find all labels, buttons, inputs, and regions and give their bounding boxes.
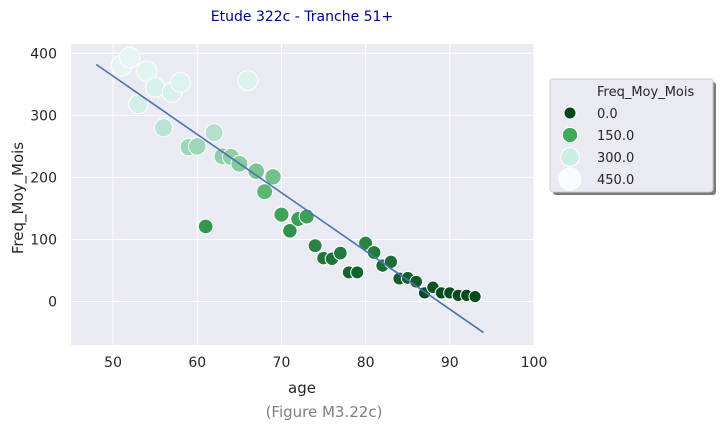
legend-box: [549, 78, 714, 193]
figure-caption: (Figure M3.22c): [266, 403, 383, 421]
data-point: [136, 60, 158, 82]
legend-entry-label: 150.0: [597, 129, 634, 144]
x-tick-label: 70: [273, 355, 291, 371]
y-tick-label: 100: [30, 232, 57, 248]
data-point: [237, 70, 259, 92]
legend-entry-label: 300.0: [597, 151, 634, 166]
data-point: [119, 46, 141, 69]
legend-title: Freq_Moy_Mois: [597, 85, 694, 100]
data-point: [298, 208, 315, 225]
data-point: [256, 183, 274, 201]
data-point: [264, 168, 282, 186]
y-axis-label: Freq_Moy_Mois: [9, 142, 28, 254]
data-point: [273, 206, 290, 223]
x-tick-label: 50: [104, 355, 122, 371]
legend: Freq_Moy_Mois 0.0 150.0 300.0 450.0: [549, 78, 716, 195]
data-point: [350, 265, 365, 280]
x-axis-label: age: [288, 379, 316, 397]
y-tick-label: 300: [30, 108, 57, 124]
legend-marker: [561, 126, 579, 144]
data-point: [333, 245, 348, 261]
data-point: [383, 254, 399, 270]
legend-marker: [558, 167, 582, 191]
data-point: [204, 123, 224, 143]
y-axis-ticks: 0 100 200 300 400: [30, 46, 57, 310]
data-point: [282, 223, 298, 239]
y-tick-label: 200: [30, 170, 57, 186]
data-point: [128, 94, 149, 115]
y-tick-label: 400: [30, 46, 57, 62]
data-points: [110, 46, 482, 304]
data-point: [153, 118, 174, 138]
legend-marker: [563, 106, 577, 120]
x-tick-label: 60: [188, 355, 206, 371]
x-tick-label: 100: [521, 355, 548, 371]
data-point: [197, 218, 214, 235]
data-point: [187, 137, 207, 156]
data-point: [307, 238, 323, 254]
data-point: [468, 290, 482, 304]
legend-entry-label: 0.0: [597, 107, 618, 122]
data-point: [170, 72, 191, 93]
data-point: [247, 162, 266, 181]
x-axis-ticks: 50 60 70 80 90 100: [104, 355, 547, 371]
x-tick-label: 90: [441, 355, 459, 371]
chart-title: Etude 322c - Tranche 51+: [211, 9, 393, 25]
legend-entries: 0.0 150.0 300.0 450.0: [558, 106, 634, 191]
y-tick-label: 0: [48, 295, 57, 311]
trend-line: [95, 63, 484, 334]
x-tick-label: 80: [357, 355, 375, 371]
grid-lines: [71, 44, 535, 345]
legend-marker: [560, 147, 580, 167]
legend-entry-label: 450.0: [597, 173, 634, 188]
